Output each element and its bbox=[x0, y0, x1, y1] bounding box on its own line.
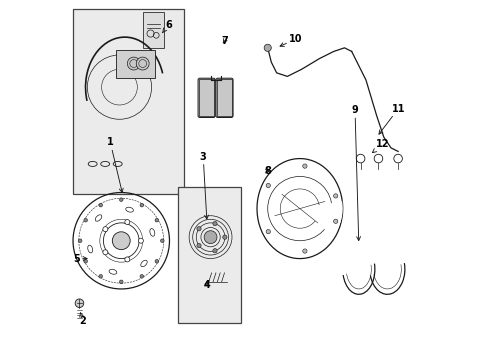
FancyBboxPatch shape bbox=[198, 78, 215, 117]
Circle shape bbox=[119, 198, 123, 202]
Circle shape bbox=[127, 57, 140, 70]
Circle shape bbox=[138, 238, 143, 243]
FancyBboxPatch shape bbox=[116, 50, 155, 78]
Text: 9: 9 bbox=[351, 105, 360, 240]
Circle shape bbox=[212, 249, 217, 253]
Circle shape bbox=[265, 183, 270, 188]
FancyBboxPatch shape bbox=[216, 78, 233, 117]
Circle shape bbox=[112, 232, 130, 249]
Circle shape bbox=[212, 221, 217, 226]
Circle shape bbox=[333, 194, 337, 198]
Circle shape bbox=[222, 235, 226, 239]
Circle shape bbox=[84, 260, 87, 263]
Circle shape bbox=[197, 226, 201, 231]
Circle shape bbox=[140, 275, 143, 278]
Text: 5: 5 bbox=[74, 253, 87, 264]
Circle shape bbox=[264, 44, 271, 51]
Wedge shape bbox=[299, 201, 342, 236]
Text: 3: 3 bbox=[200, 152, 208, 219]
Text: 11: 11 bbox=[378, 104, 405, 134]
Text: 8: 8 bbox=[264, 166, 270, 176]
Text: 7: 7 bbox=[221, 36, 227, 46]
Circle shape bbox=[99, 275, 102, 278]
Circle shape bbox=[302, 249, 306, 253]
Circle shape bbox=[203, 231, 217, 244]
Text: 2: 2 bbox=[80, 313, 86, 326]
Circle shape bbox=[160, 239, 164, 243]
Circle shape bbox=[140, 203, 143, 207]
Circle shape bbox=[99, 203, 102, 207]
Circle shape bbox=[102, 227, 108, 232]
Text: 6: 6 bbox=[163, 19, 172, 32]
Circle shape bbox=[124, 257, 130, 262]
Text: 4: 4 bbox=[203, 280, 210, 291]
Circle shape bbox=[155, 219, 158, 222]
Circle shape bbox=[119, 280, 123, 284]
Circle shape bbox=[302, 164, 306, 168]
Circle shape bbox=[136, 57, 149, 70]
Circle shape bbox=[84, 219, 87, 222]
Circle shape bbox=[197, 243, 201, 248]
Circle shape bbox=[78, 239, 82, 243]
Circle shape bbox=[124, 220, 130, 225]
Text: 10: 10 bbox=[280, 34, 302, 46]
FancyBboxPatch shape bbox=[178, 187, 241, 323]
Circle shape bbox=[333, 219, 337, 224]
Circle shape bbox=[75, 299, 83, 307]
FancyBboxPatch shape bbox=[73, 9, 183, 194]
Circle shape bbox=[155, 260, 158, 263]
Text: 12: 12 bbox=[372, 139, 388, 153]
Circle shape bbox=[102, 250, 108, 255]
Text: 1: 1 bbox=[107, 138, 123, 192]
Circle shape bbox=[265, 230, 270, 234]
FancyBboxPatch shape bbox=[142, 12, 164, 48]
